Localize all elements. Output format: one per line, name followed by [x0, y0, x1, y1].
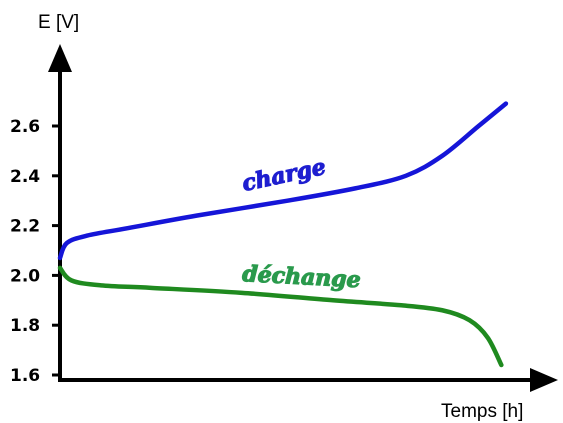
y-axis-title: E [V]	[38, 12, 79, 33]
y-tick-label: 2.0	[10, 266, 40, 286]
y-axis-ticks: 1.6 1.8 2.0 2.2 2.4 2.6	[10, 117, 60, 386]
x-axis-arrow-icon	[530, 368, 558, 392]
series-label-decharge: déchange	[242, 261, 362, 293]
series-line-charge	[57, 101, 509, 261]
series-line-decharge	[57, 265, 504, 368]
y-tick-label: 1.6	[10, 366, 40, 386]
series-label-charge: charge	[240, 154, 328, 197]
y-axis-arrow-icon	[48, 44, 72, 72]
series-layer	[57, 101, 509, 368]
x-axis-title: Temps [h]	[441, 401, 523, 422]
y-tick-label: 2.6	[10, 117, 40, 137]
y-tick-label: 2.2	[10, 217, 40, 237]
y-tick-label: 1.8	[10, 316, 40, 336]
y-tick-label: 2.4	[10, 167, 40, 187]
